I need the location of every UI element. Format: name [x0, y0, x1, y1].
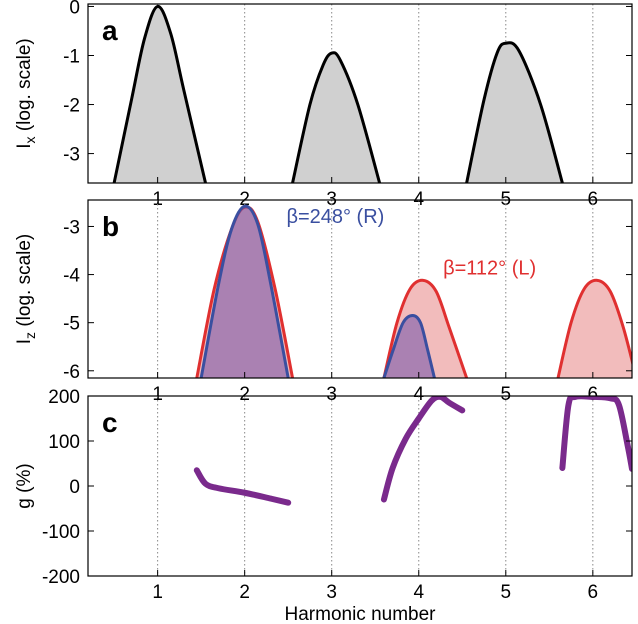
line-c-s0-seg1: [380, 396, 466, 503]
area-a-s0-peak1: [292, 52, 380, 183]
panel-b: -3 -4 -5 -6 1 2 3 4 5 6 b Iz (log. scale) β=248° (R)…: [14, 199, 633, 405]
axes-frame: [87, 395, 633, 577]
xtick-label: 2: [239, 384, 250, 405]
xtick-label: 4: [413, 384, 424, 405]
line-b-s0-seg1: [382, 278, 469, 378]
axes-frame: [87, 3, 633, 184]
panel-letter: a: [102, 15, 118, 46]
xtick-label: 6: [588, 384, 599, 405]
area-b-s0-peak2: [558, 280, 632, 378]
xtick-label: 4: [413, 582, 424, 603]
plot-area: [112, 4, 564, 183]
panel-letter: b: [102, 211, 119, 242]
xtick-label: 1: [152, 384, 163, 405]
y-axis-label: Iz (log. scale): [14, 234, 38, 344]
ytick-label: -5: [63, 314, 80, 335]
plot-area: [193, 396, 632, 506]
panel-letter: c: [102, 407, 118, 438]
ytick-label: -3: [63, 217, 80, 238]
y-axis-label: g (%): [14, 463, 35, 508]
panel-c: 200 100 0 -100 -200 1 2 3 4 5 6 c g (%) Harmonic numb…: [14, 387, 633, 624]
line-b-s1-seg0: [199, 204, 290, 378]
ytick-label: 0: [69, 477, 80, 498]
xtick-label: 2: [239, 582, 250, 603]
ytick-label: -3: [63, 145, 80, 166]
line-a-s0-seg1: [291, 51, 382, 183]
xtick-label: 6: [588, 582, 599, 603]
xtick-label: 5: [501, 384, 512, 405]
line-a-s0-seg0: [112, 4, 208, 183]
x-axis-label: Harmonic number: [285, 604, 437, 624]
plot-area: [195, 204, 632, 378]
axes-frame: [87, 199, 633, 379]
annotation-1: β=112° (L): [443, 258, 536, 280]
ytick-label: -4: [63, 266, 80, 287]
line-b-s0-seg2: [556, 278, 632, 378]
area-a-s0-peak0: [114, 6, 206, 183]
xtick-label: 5: [501, 582, 512, 603]
ytick-label: -2: [63, 96, 80, 117]
line-c-s0-seg2: [559, 396, 632, 472]
xtick-label: 3: [326, 384, 337, 405]
xtick-label: 3: [326, 582, 337, 603]
y-axis-label: Ix (log. scale): [14, 38, 38, 148]
xtick-label: 1: [152, 582, 163, 603]
ytick-label: 100: [48, 432, 80, 453]
line-a-s0-seg2: [465, 41, 564, 183]
line-b-s1-seg1: [382, 313, 436, 378]
line-c-s0-seg0: [193, 467, 292, 506]
ytick-label: -200: [42, 567, 80, 588]
ytick-label: -6: [63, 362, 80, 383]
ytick-label: -100: [42, 522, 80, 543]
ytick-label: 0: [69, 0, 80, 18]
ytick-label: 200: [48, 387, 80, 408]
ytick-label: -1: [63, 46, 80, 67]
annotation-0: β=248° (R): [286, 206, 384, 228]
area-b-s1-peak0: [201, 206, 289, 378]
